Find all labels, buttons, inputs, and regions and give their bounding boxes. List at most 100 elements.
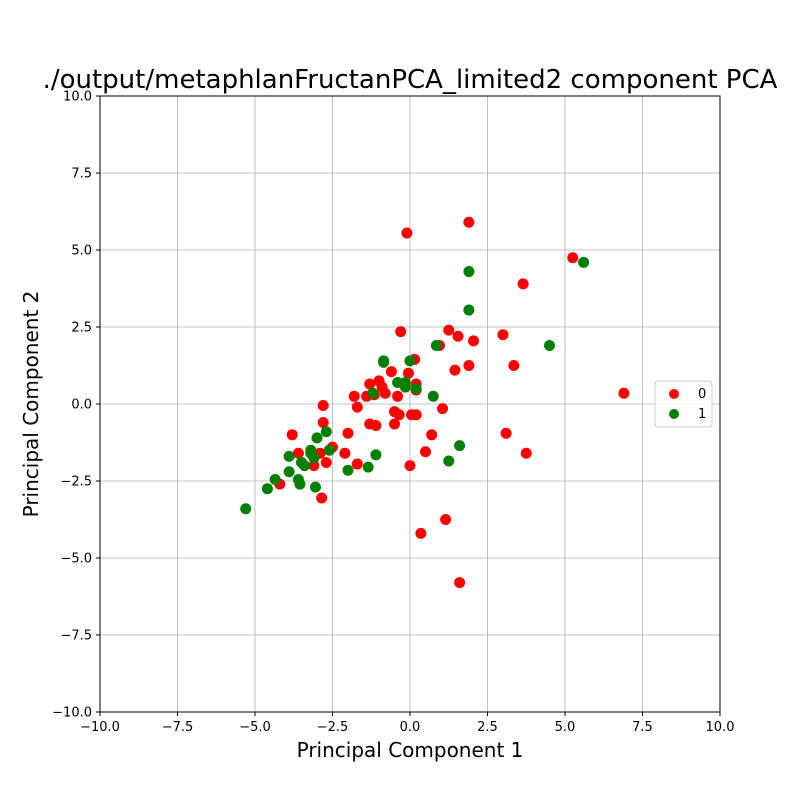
legend-marker-0	[669, 389, 679, 399]
legend: 0 1	[654, 380, 713, 428]
point-series-0	[351, 401, 363, 413]
point-series-0	[348, 390, 360, 402]
point-series-1	[323, 444, 335, 456]
y-tick-label: 7.5	[71, 167, 92, 182]
x-tick-label: −2.5	[317, 720, 349, 735]
point-series-0	[426, 429, 438, 441]
point-series-0	[420, 446, 431, 458]
y-tick-label: −7.5	[60, 629, 92, 644]
point-series-0	[401, 227, 413, 239]
point-series-0	[452, 330, 464, 342]
y-tick-label: 2.5	[71, 321, 92, 336]
x-tick-label: 0.0	[400, 720, 421, 735]
point-series-0	[443, 324, 455, 336]
point-series-0	[292, 447, 304, 459]
point-series-0	[342, 427, 354, 439]
point-series-0	[440, 514, 452, 525]
y-tick-label: −2.5	[60, 475, 92, 490]
point-series-0	[389, 418, 400, 430]
point-series-0	[308, 460, 320, 472]
point-series-1	[362, 461, 374, 473]
point-series-0	[286, 429, 298, 441]
x-tick-label: 2.5	[477, 720, 498, 735]
point-series-0	[463, 216, 475, 228]
point-series-1	[454, 440, 466, 452]
x-tick-label: −7.5	[162, 720, 194, 735]
point-series-0	[454, 577, 466, 589]
point-series-0	[339, 447, 351, 459]
point-series-0	[392, 390, 404, 402]
point-series-1	[378, 356, 390, 368]
x-tick-label: 7.5	[632, 720, 653, 735]
chart-title: ./output/metaphlanFructanPCA_limited2 co…	[43, 65, 778, 95]
point-series-1	[367, 387, 379, 399]
point-series-1	[294, 478, 306, 490]
data-points	[240, 216, 630, 589]
point-series-1	[399, 381, 411, 393]
point-series-1	[463, 304, 475, 316]
point-series-1	[342, 464, 354, 476]
point-series-0	[520, 447, 532, 459]
point-series-0	[395, 326, 407, 338]
axis-ticks: −10.0 −7.5 −5.0 −2.5 0.0 2.5 5.0 7.5 10.0−10.0−7…	[52, 90, 734, 736]
point-series-0	[364, 378, 376, 390]
legend-label-0: 0	[698, 387, 706, 402]
point-series-0	[316, 492, 328, 504]
point-series-1	[283, 450, 295, 462]
y-tick-label: −10.0	[52, 706, 92, 721]
point-series-1	[311, 432, 323, 444]
point-series-0	[317, 400, 329, 412]
y-tick-label: 5.0	[71, 244, 92, 259]
point-series-1	[370, 449, 382, 461]
point-series-1	[578, 256, 590, 268]
y-tick-label: 10.0	[63, 90, 92, 105]
point-series-0	[567, 252, 579, 264]
point-series-0	[497, 329, 509, 341]
point-series-0	[468, 335, 480, 347]
point-series-1	[261, 483, 273, 495]
x-tick-label: −10.0	[80, 720, 120, 735]
point-series-1	[463, 266, 475, 278]
y-axis-label: Principal Component 2	[19, 291, 43, 518]
point-series-1	[299, 460, 311, 472]
point-series-1	[427, 390, 439, 402]
x-tick-label: 5.0	[555, 720, 576, 735]
point-series-0	[508, 360, 520, 371]
point-series-0	[402, 367, 414, 379]
point-series-1	[269, 473, 281, 485]
x-tick-label: 10.0	[706, 720, 735, 735]
point-series-0	[379, 387, 391, 399]
legend-label-1: 1	[698, 407, 706, 422]
point-series-0	[410, 409, 422, 421]
point-series-0	[351, 458, 363, 470]
point-series-0	[437, 403, 449, 415]
point-series-0	[404, 460, 416, 472]
point-series-0	[320, 457, 332, 469]
point-series-1	[430, 339, 442, 351]
legend-marker-1	[669, 409, 679, 419]
point-series-0	[370, 420, 382, 432]
point-series-0	[385, 366, 397, 378]
point-series-1	[410, 383, 422, 395]
point-series-1	[283, 466, 295, 478]
point-series-0	[449, 364, 461, 376]
point-series-0	[393, 409, 405, 421]
y-tick-label: 0.0	[71, 398, 92, 413]
point-series-0	[618, 387, 630, 399]
point-series-1	[320, 426, 332, 438]
point-series-0	[517, 278, 529, 290]
point-series-1	[240, 503, 252, 515]
point-series-1	[544, 339, 555, 351]
point-series-1	[443, 455, 455, 467]
point-series-1	[309, 481, 321, 493]
x-tick-label: −5.0	[239, 720, 271, 735]
point-series-0	[463, 360, 475, 371]
x-axis-label: Principal Component 1	[297, 738, 524, 762]
point-series-0	[500, 427, 512, 439]
point-series-0	[317, 416, 329, 428]
point-series-1	[404, 355, 416, 367]
point-series-1	[308, 452, 320, 464]
y-tick-label: −5.0	[60, 552, 92, 567]
point-series-0	[415, 527, 427, 539]
